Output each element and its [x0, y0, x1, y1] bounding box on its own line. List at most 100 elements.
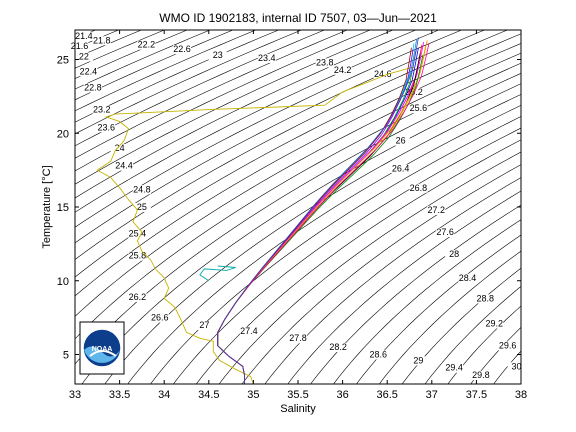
isopycnal-label: 25.8	[129, 251, 147, 261]
isopycnal-label: 21.8	[93, 35, 111, 45]
isopycnal-line	[75, 30, 371, 172]
isopycnal-line	[75, 30, 440, 213]
isopycnal-label: 27.6	[436, 227, 454, 237]
isopycnal-line	[75, 52, 521, 317]
isopycnal-label: 27	[199, 320, 209, 330]
isopycnal-label-bg	[128, 292, 147, 302]
isopycnal-line	[75, 30, 234, 101]
isopycnal-line	[75, 30, 486, 244]
isopycnal-line	[264, 177, 521, 384]
x-tick-label: 34.5	[198, 389, 219, 401]
isopycnal-line	[75, 30, 509, 260]
isopycnal-line	[75, 30, 348, 159]
x-tick-label: 33	[69, 389, 81, 401]
isopycnal-label-bg	[391, 136, 410, 146]
isopycnal-lines	[75, 30, 521, 384]
isopycnal-label-bg	[445, 363, 464, 373]
isopycnal-label-bg	[132, 185, 151, 195]
isopycnal-label-bg	[333, 65, 352, 75]
isopycnal-label-bg	[208, 51, 227, 61]
x-axis-title: Salinity	[280, 403, 316, 415]
profile-line	[96, 66, 415, 384]
x-tick-label: 33.5	[109, 389, 130, 401]
isopycnal-label: 26	[396, 136, 406, 146]
isopycnal-label-bg	[427, 205, 446, 215]
isopycnal-label-bg	[132, 202, 151, 212]
y-tick-label: 5	[63, 350, 69, 362]
isopycnal-label-bg	[409, 356, 428, 366]
isopycnal-line	[287, 190, 521, 384]
isopycnal-label: 24.4	[115, 161, 133, 171]
isopycnal-label-bg	[507, 362, 526, 372]
x-tick-label: 35.5	[287, 389, 308, 401]
isopycnal-line	[81, 83, 521, 384]
isopycnal-line	[241, 164, 521, 384]
isopycnal-line	[75, 43, 521, 297]
isopycnal-line	[75, 30, 211, 90]
isopycnal-label: 23.2	[93, 105, 111, 115]
isopycnal-label: 29	[413, 355, 423, 365]
isopycnal-label-bg	[485, 319, 504, 329]
isopycnal-label: 29.8	[472, 370, 490, 380]
isopycnal-label-bg	[110, 143, 129, 153]
isopycnal-label-bg	[445, 250, 464, 260]
isopycnal-label: 22	[79, 52, 89, 62]
isopycnal-line	[378, 250, 521, 384]
isopycnal-label: 30	[512, 361, 522, 371]
isopycnal-line	[104, 94, 521, 384]
isopycnal-label: 26.6	[151, 313, 169, 323]
isopycnal-label-bg	[128, 229, 147, 239]
isopycnal-line	[218, 151, 521, 384]
isopycnal-line	[470, 326, 521, 384]
isopycnal-label-bg	[373, 70, 392, 80]
isopycnal-line	[75, 30, 280, 123]
isopycnal-label: 21.4	[75, 31, 93, 41]
x-tick-label: 37	[426, 389, 438, 401]
isopycnal-label-bg	[150, 313, 169, 323]
isopycnal-label: 29.4	[445, 363, 463, 373]
isopycnal-line	[195, 139, 521, 384]
isopycnal-line	[75, 30, 303, 135]
isopycnal-label-bg	[115, 161, 134, 171]
x-tick-label: 35	[247, 389, 259, 401]
y-tick-label: 20	[57, 128, 69, 140]
isopycnal-label-bg	[409, 183, 428, 193]
isopycnal-line	[401, 267, 521, 384]
isopycnal-label-bg	[92, 36, 111, 46]
isopycnal-label-bg	[436, 228, 455, 238]
isopycnal-label-bg	[79, 67, 98, 77]
isopycnal-line	[75, 30, 417, 199]
isopycnal-label: 26.8	[410, 183, 428, 193]
isopycnal-line	[127, 105, 521, 384]
isopycnal-label: 25	[137, 202, 147, 212]
isopycnal-label: 22.8	[84, 82, 102, 92]
isopycnal-line	[356, 234, 521, 384]
isopycnal-label: 28	[449, 249, 459, 259]
isopycnal-label: 26.2	[129, 292, 147, 302]
isopycnal-label: 22.2	[138, 40, 156, 50]
isopycnal-label-bg	[128, 251, 147, 261]
isopycnal-line	[75, 62, 521, 340]
isopycnal-label: 28.6	[370, 349, 388, 359]
y-tick-label: 15	[57, 202, 69, 214]
noaa-logo: NOAA	[79, 321, 125, 375]
isopycnal-label: 27.8	[289, 333, 307, 343]
isopycnal-line	[75, 30, 463, 228]
profile-lines	[96, 37, 430, 384]
isopycnal-label: 25.4	[129, 229, 147, 239]
x-axis: 33 33.5 34 34.5 35 35.5 36 36.5 37 37.5 38	[69, 30, 527, 401]
isopycnal-line	[150, 116, 521, 384]
isopycnal-label-bg	[195, 320, 214, 330]
y-axis: 5 10 15 20 25	[57, 55, 521, 362]
isopycnal-label: 22.4	[80, 66, 98, 76]
x-tick-label: 34	[158, 389, 170, 401]
isopycnal-label: 23.4	[258, 53, 276, 63]
y-axis-title: Temperature [°C]	[41, 165, 53, 248]
isopycnal-label-bg	[476, 294, 495, 304]
isopycnal-label: 26.4	[392, 164, 410, 174]
isopycnal-label-bg	[369, 350, 388, 360]
isopycnal-label-bg	[92, 105, 111, 115]
isopycnal-label: 25.6	[410, 103, 428, 113]
y-tick-label: 25	[57, 55, 69, 67]
